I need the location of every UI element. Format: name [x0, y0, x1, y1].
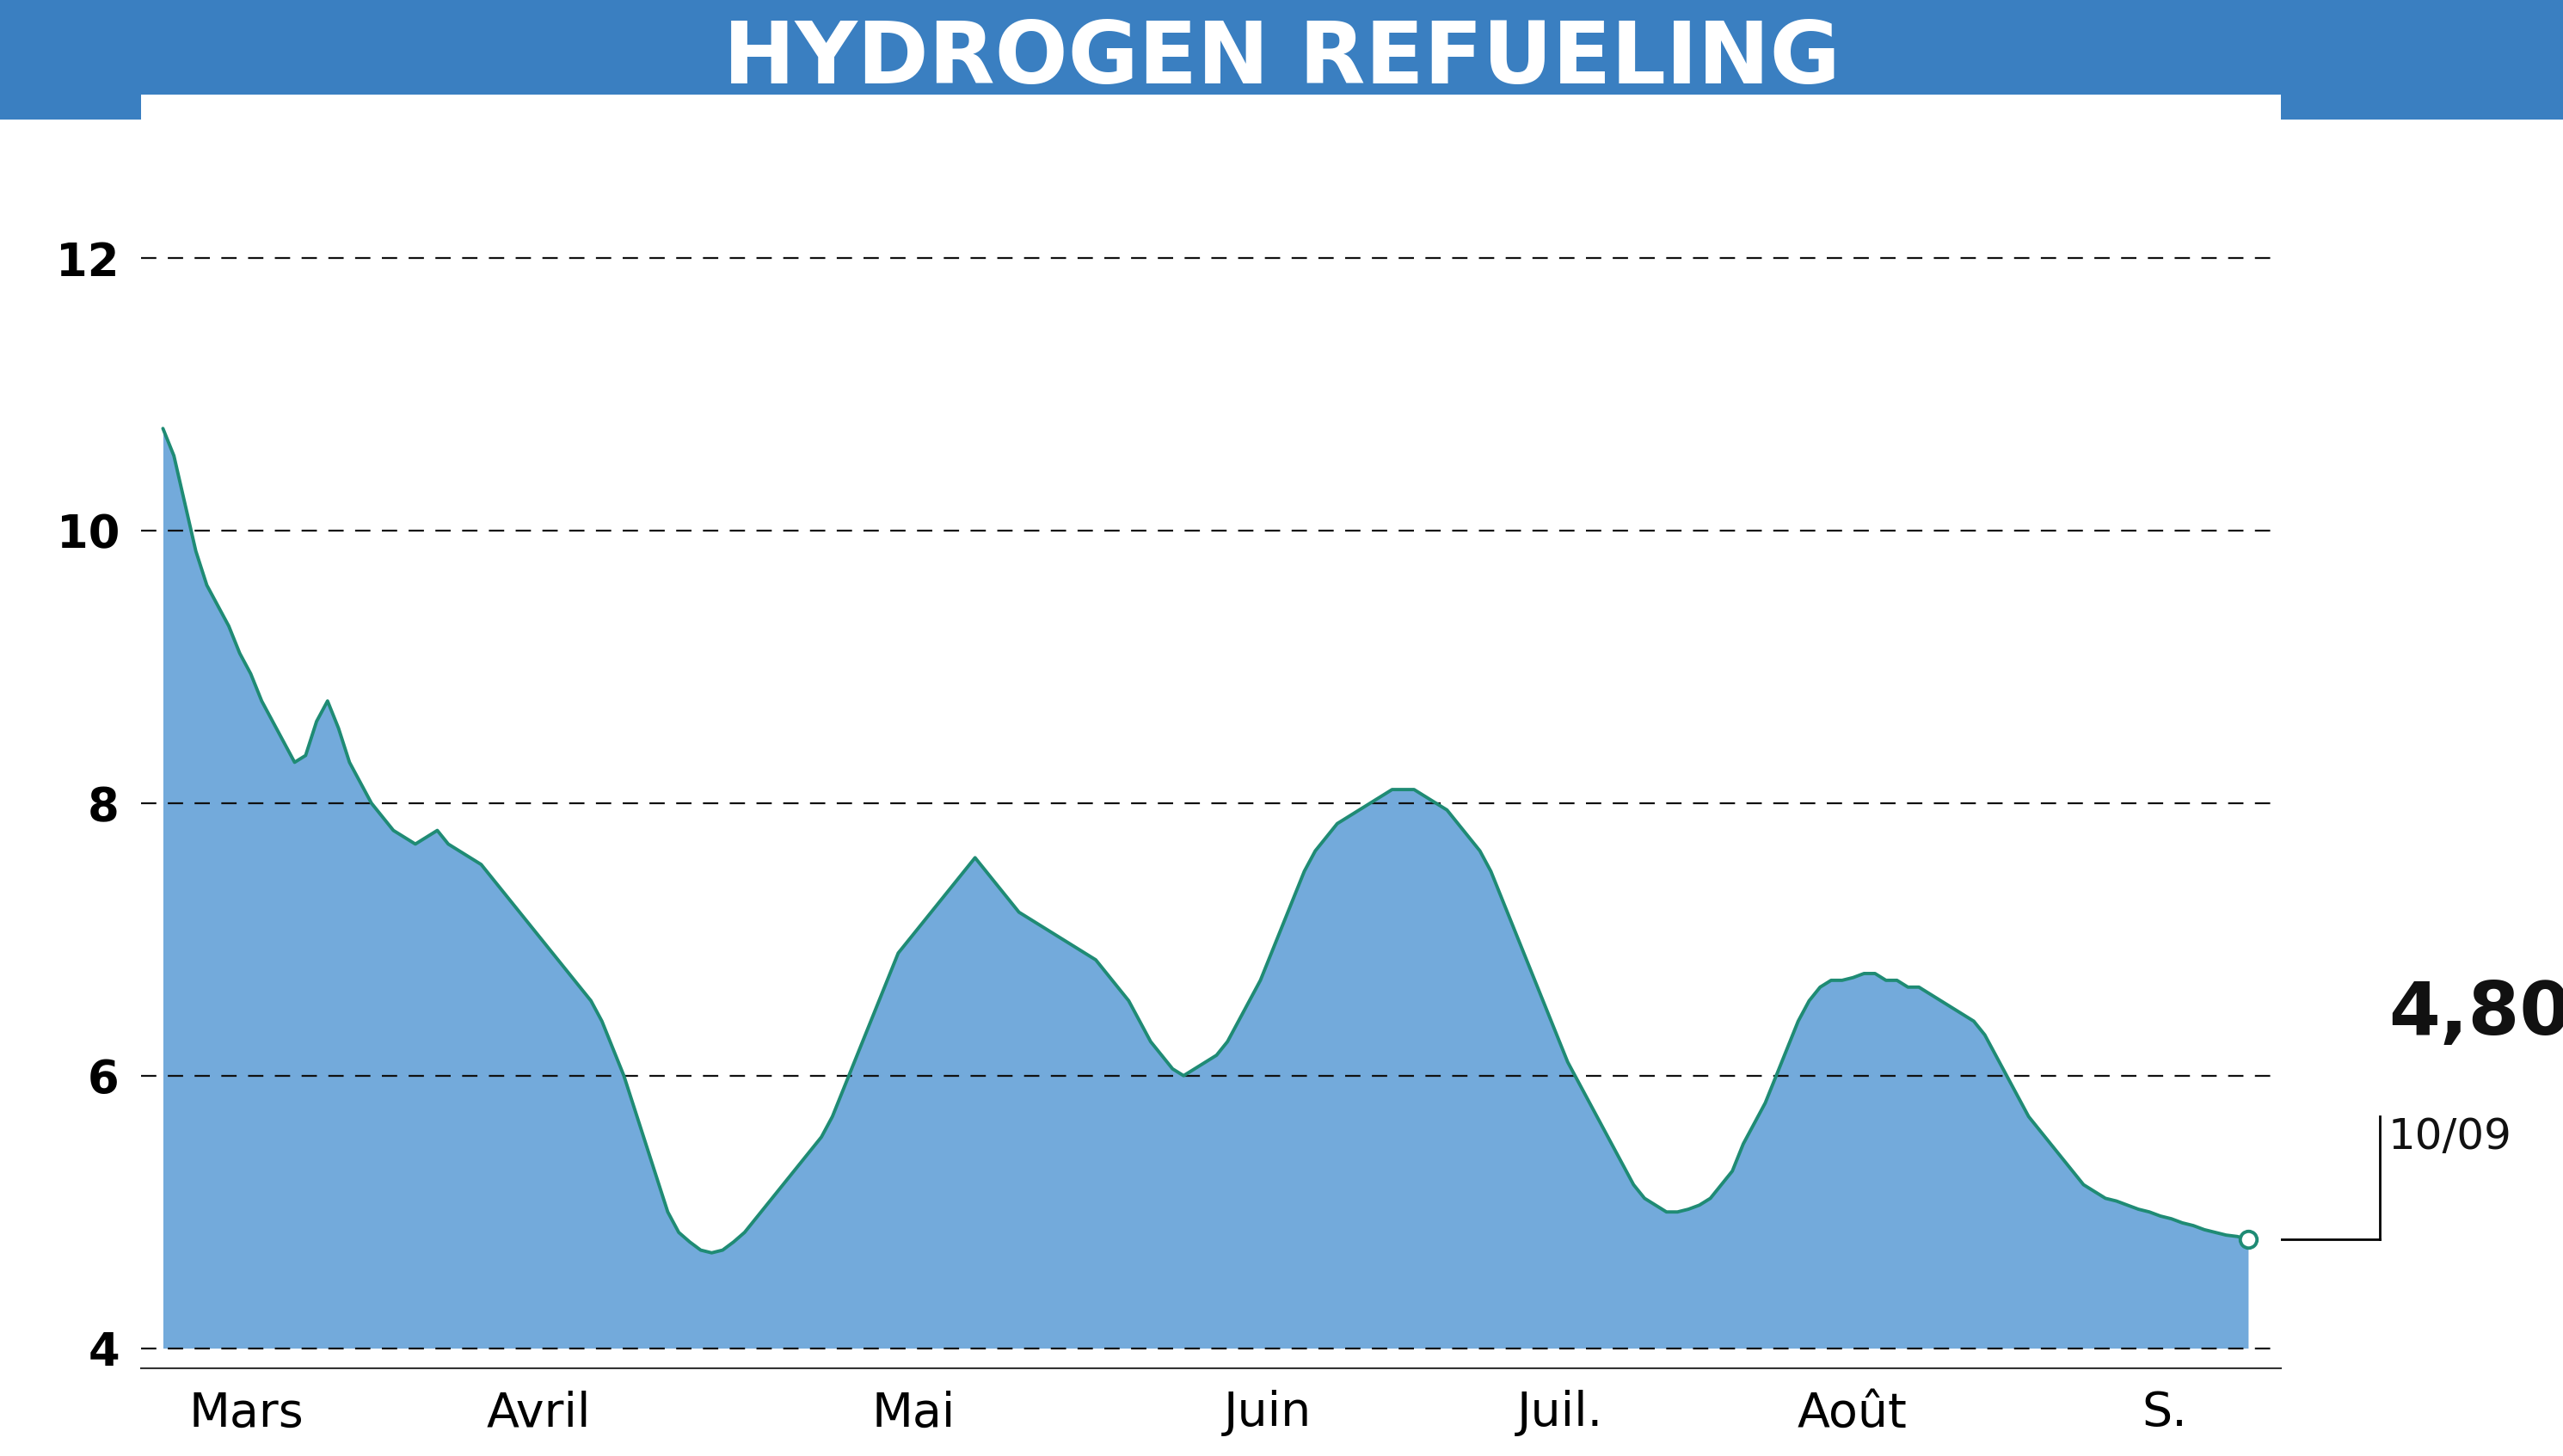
Text: HYDROGEN REFUELING: HYDROGEN REFUELING [723, 17, 1840, 102]
Text: 10/09: 10/09 [2389, 1117, 2512, 1158]
Text: 4,80: 4,80 [2389, 978, 2563, 1050]
